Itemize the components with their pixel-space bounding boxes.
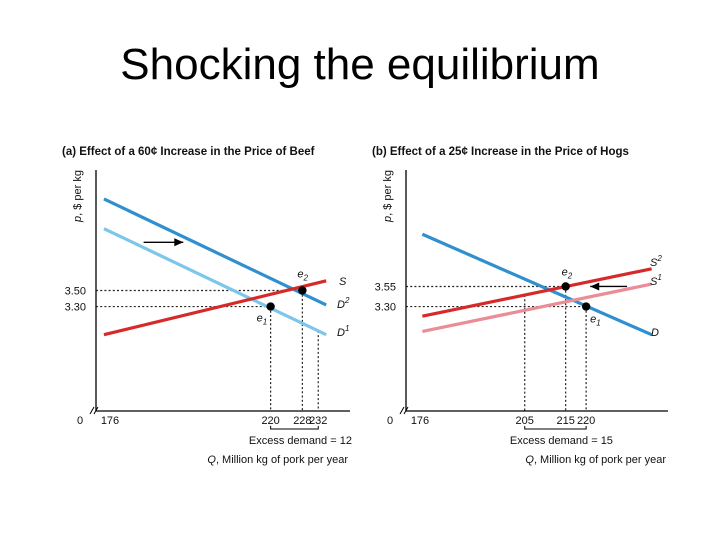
y-tick-label: 3.50: [65, 286, 86, 298]
shift-arrow-head: [174, 238, 184, 247]
x-tick-label: 228: [293, 415, 311, 427]
slide-title: Shocking the equilibrium: [120, 40, 600, 89]
series-label-S1: S1: [650, 273, 662, 288]
x-tick-label: 176: [101, 415, 119, 427]
y-tick-label: 3.55: [375, 281, 396, 293]
x-tick-label: 220: [577, 415, 595, 427]
series-label-D: D: [651, 327, 659, 339]
y-axis-label: p, $ per kg: [382, 170, 394, 223]
panel-a: (a) Effect of a 60¢ Increase in the Pric…: [62, 146, 352, 466]
equilibrium-label-e2: e2: [297, 269, 308, 283]
series-line-S2: [422, 267, 652, 318]
equilibrium-point-e1: [266, 302, 275, 311]
series-label-D1: D1: [337, 324, 349, 339]
series-line-D1: [103, 227, 327, 337]
series-line-D: [421, 232, 653, 337]
excess-demand-label: Excess demand = 12: [249, 435, 352, 447]
x-tick-label: 232: [309, 415, 327, 427]
y-tick-label: 3.30: [375, 302, 396, 314]
excess-demand-bracket: [524, 426, 587, 430]
series-label-S: S: [339, 276, 347, 288]
equilibrium-label-e1: e1: [257, 313, 268, 327]
y-tick-label: 3.30: [65, 302, 86, 314]
axis-break-mark: [399, 406, 409, 415]
equilibrium-point-e1: [581, 302, 591, 311]
panel-title: (b) Effect of a 25¢ Increase in the Pric…: [372, 146, 629, 158]
origin-label: 0: [77, 415, 83, 427]
x-tick-label: 176: [411, 415, 429, 427]
origin-label: 0: [387, 415, 393, 427]
axis-break-mark: [89, 406, 99, 415]
y-axis-label: p, $ per kg: [72, 170, 84, 223]
series-line-S1: [422, 282, 652, 334]
series-line-S: [103, 279, 327, 337]
excess-demand-bracket: [270, 426, 319, 430]
equilibrium-point-e2: [561, 282, 570, 291]
x-tick-label: 205: [516, 415, 534, 427]
panel-title: (a) Effect of a 60¢ Increase in the Pric…: [62, 146, 315, 158]
shift-arrow-head: [590, 282, 600, 291]
panel-b: (b) Effect of a 25¢ Increase in the Pric…: [372, 146, 668, 466]
series-label-D2: D2: [337, 296, 350, 311]
x-axis-label: Q, Million kg of pork per year: [525, 454, 666, 466]
x-tick-label: 220: [261, 415, 279, 427]
series-line-D2: [103, 197, 327, 307]
equilibrium-point-e2: [298, 286, 307, 295]
series-label-S2: S2: [650, 254, 662, 269]
equilibrium-label-e2: e2: [562, 266, 573, 280]
x-axis-label: Q, Million kg of pork per year: [207, 454, 348, 466]
x-tick-label: 215: [556, 415, 574, 427]
excess-demand-label: Excess demand = 15: [510, 435, 613, 447]
equilibrium-label-e1: e1: [590, 314, 601, 328]
